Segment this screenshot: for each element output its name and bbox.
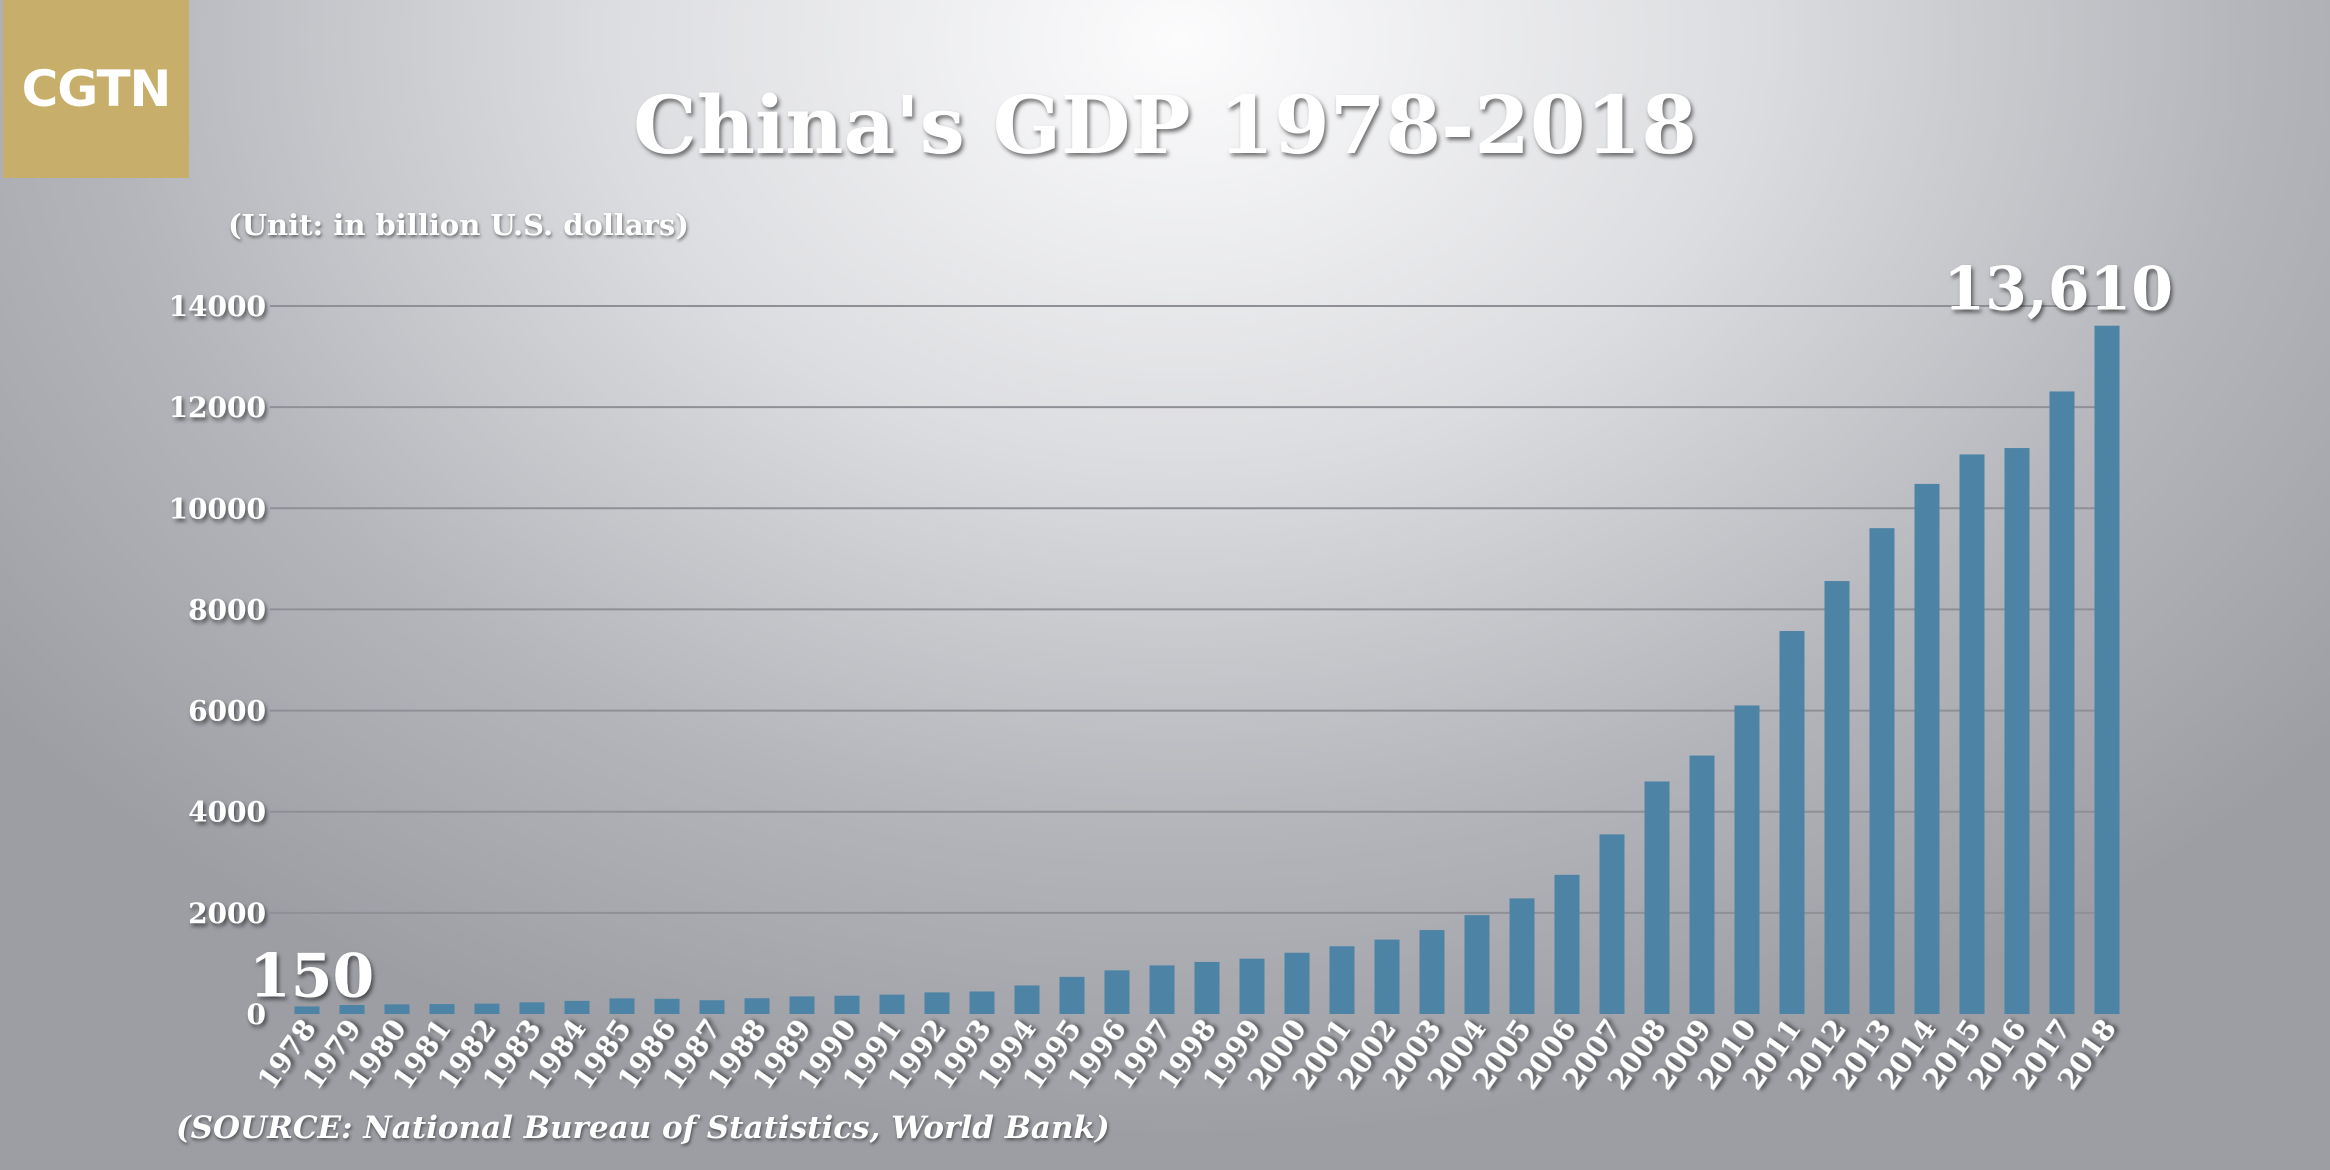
bar-2015 bbox=[1959, 454, 1985, 1015]
bars bbox=[294, 325, 2120, 1015]
bar-1990 bbox=[834, 995, 860, 1014]
bar-2001 bbox=[1329, 946, 1355, 1014]
bar-1989 bbox=[789, 996, 815, 1014]
bar-2011 bbox=[1779, 631, 1805, 1014]
bar-1985 bbox=[609, 998, 635, 1014]
bar-2008 bbox=[1644, 781, 1670, 1014]
bar-2012 bbox=[1824, 581, 1850, 1014]
data-label-1978: 150 bbox=[249, 941, 374, 1011]
chart-subtitle: (Unit: in billion U.S. dollars) bbox=[228, 208, 689, 242]
bar-2003 bbox=[1419, 930, 1445, 1014]
y-axis-ticks: 0 2000 4000 6000 8000 10000 12000 14000 bbox=[169, 290, 266, 1031]
bar-1988 bbox=[744, 998, 770, 1014]
bar-1995 bbox=[1059, 976, 1085, 1014]
bar-2000 bbox=[1284, 952, 1310, 1014]
y-tick-label: 0 bbox=[247, 998, 266, 1031]
bar-1983 bbox=[519, 1002, 545, 1014]
bar-1986 bbox=[654, 998, 680, 1014]
y-tick-label: 6000 bbox=[188, 695, 266, 728]
y-tick-label: 4000 bbox=[188, 796, 266, 829]
bar-2014 bbox=[1914, 483, 1940, 1014]
bar-1991 bbox=[879, 994, 905, 1014]
cgtn-logo: CGTN bbox=[3, 0, 189, 178]
y-tick-label: 12000 bbox=[169, 391, 266, 424]
bar-2005 bbox=[1509, 898, 1535, 1014]
bar-2010 bbox=[1734, 705, 1760, 1014]
bar-2016 bbox=[2004, 448, 2030, 1014]
y-tick-label: 10000 bbox=[169, 492, 266, 525]
bar-1980 bbox=[384, 1004, 410, 1014]
chart-source: (SOURCE: National Bureau of Statistics, … bbox=[176, 1110, 1110, 1146]
bar-1994 bbox=[1014, 985, 1040, 1014]
bar-2007 bbox=[1599, 834, 1625, 1014]
x-axis-labels: 1978197919801981198219831984198519861987… bbox=[251, 1013, 2123, 1096]
chart-title: China's GDP 1978-2018 bbox=[633, 78, 1697, 172]
data-label-2018: 13,610 bbox=[1943, 255, 2173, 325]
bar-1992 bbox=[924, 992, 950, 1014]
bar-1998 bbox=[1194, 961, 1220, 1014]
bar-1987 bbox=[699, 1000, 725, 1014]
bar-2004 bbox=[1464, 915, 1490, 1014]
bar-2018 bbox=[2094, 325, 2120, 1014]
bar-2006 bbox=[1554, 874, 1580, 1014]
y-tick-label: 14000 bbox=[169, 290, 266, 323]
data-labels: 150 13,610 bbox=[249, 255, 2173, 1012]
bar-1982 bbox=[474, 1003, 500, 1014]
bar-1979 bbox=[339, 1004, 365, 1014]
bar-1996 bbox=[1104, 970, 1130, 1014]
bar-2002 bbox=[1374, 939, 1400, 1014]
bar-1984 bbox=[564, 1000, 590, 1014]
y-tick-label: 2000 bbox=[188, 897, 266, 930]
bar-1999 bbox=[1239, 958, 1265, 1014]
bar-1993 bbox=[969, 991, 995, 1014]
bar-1997 bbox=[1149, 965, 1175, 1014]
bar-1981 bbox=[429, 1004, 455, 1014]
bar-1978 bbox=[294, 1006, 320, 1014]
bar-2017 bbox=[2049, 391, 2075, 1015]
logo-text: CGTN bbox=[21, 60, 172, 118]
bar-2009 bbox=[1689, 755, 1715, 1014]
y-tick-label: 8000 bbox=[188, 593, 266, 626]
bar-2013 bbox=[1869, 528, 1895, 1014]
